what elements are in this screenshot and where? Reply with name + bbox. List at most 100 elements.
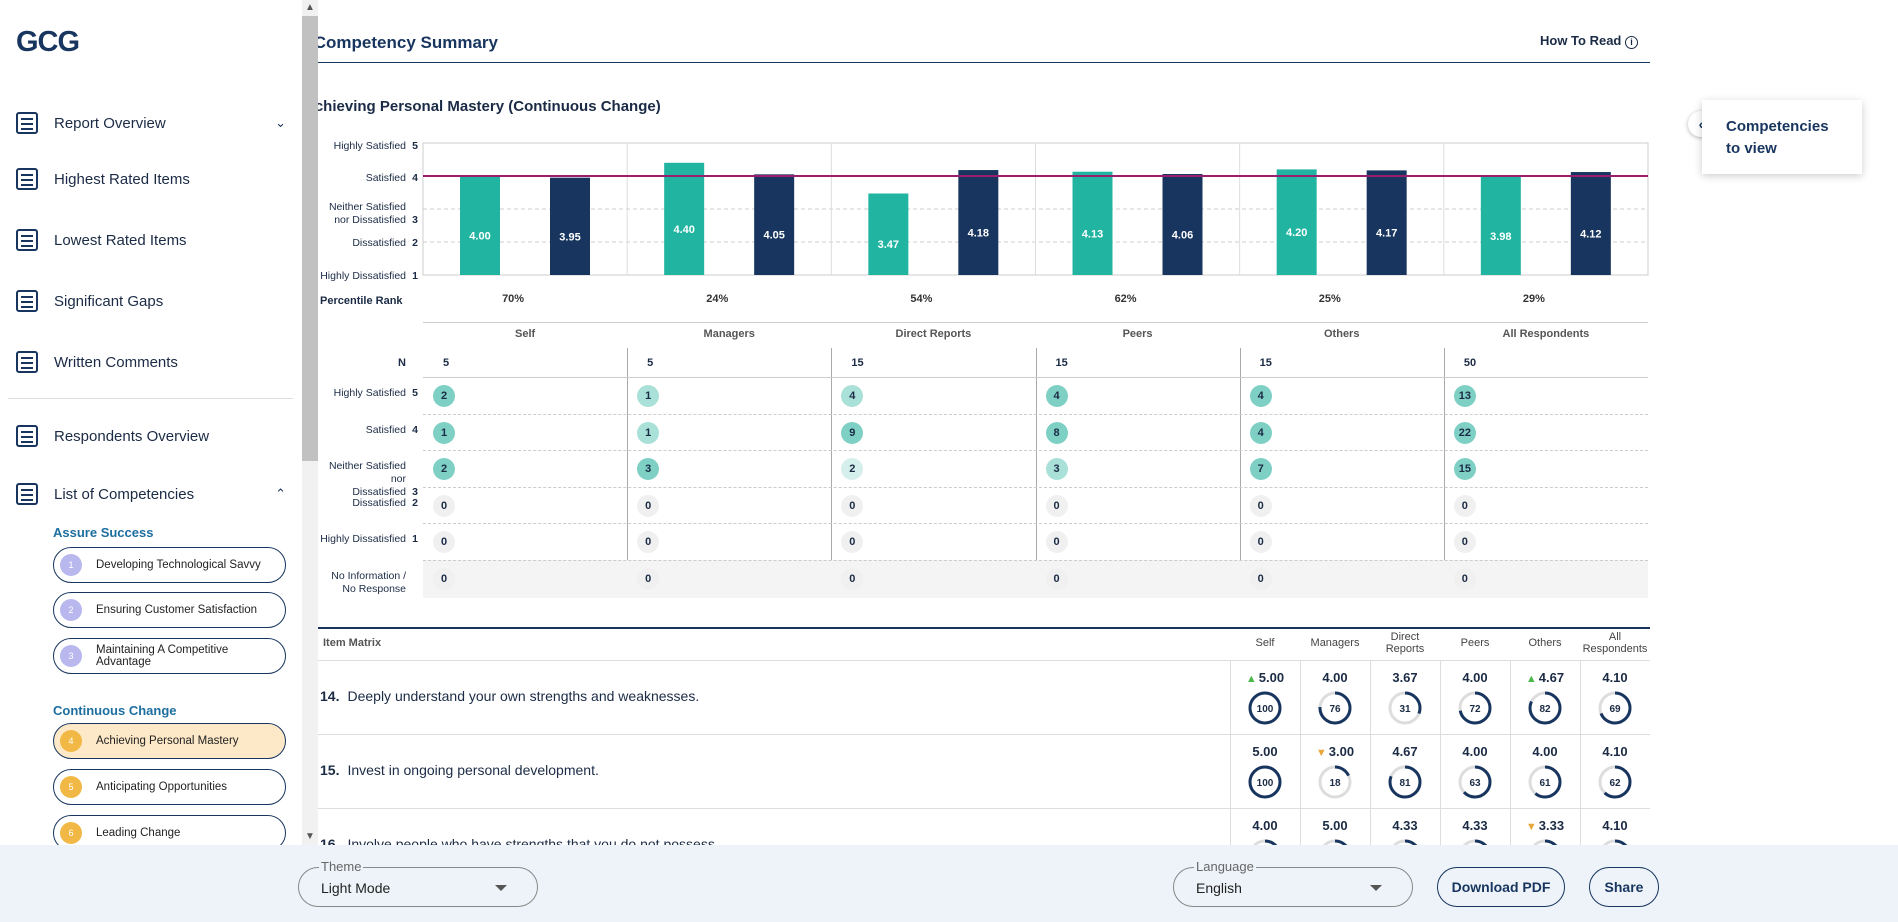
competency-pill[interactable]: 2 Ensuring Customer Satisfaction	[53, 592, 286, 628]
item-text: Invest in ongoing personal development.	[347, 762, 599, 778]
competency-pill[interactable]: 5 Anticipating Opportunities	[53, 769, 286, 805]
column-divider	[1035, 348, 1037, 598]
scroll-down-icon[interactable]: ▼	[305, 831, 315, 842]
comments-icon	[16, 351, 38, 373]
lowest-rated-icon	[16, 229, 38, 251]
response-count-badge: 0	[637, 495, 660, 517]
ring-fill	[1318, 839, 1352, 845]
item-score-value: 4.67	[1538, 670, 1565, 685]
competency-label: Leading Change	[96, 827, 181, 839]
item-score: 5.00	[1235, 744, 1295, 759]
dropdown-arrow-icon	[1370, 885, 1382, 891]
competency-label: Anticipating Opportunities	[96, 781, 228, 793]
bar-others-norm	[1366, 170, 1407, 275]
percentile-value: 24%	[706, 293, 728, 305]
response-count-badge: 9	[841, 422, 864, 444]
column-header: All Respondents	[1502, 328, 1590, 340]
competency-group-title: Assure Success	[53, 525, 154, 540]
matrix-divider	[318, 627, 1650, 629]
competency-label: Maintaining A Competitive Advantage	[96, 644, 229, 668]
response-count-badge: 0	[841, 568, 864, 590]
response-count-badge: 7	[1249, 458, 1272, 480]
dist-row-value: 1	[412, 533, 418, 545]
chevron-up-icon[interactable]: ⌃	[275, 486, 286, 501]
item-score-value: 4.67	[1392, 744, 1418, 759]
row-divider	[423, 560, 1648, 561]
competency-group-title: Continuous Change	[53, 703, 177, 718]
bar-value-label: 4.00	[469, 231, 490, 243]
column-divider	[1239, 348, 1241, 598]
nav-item-highest-rated[interactable]: Highest Rated Items	[16, 164, 286, 194]
theme-label: Theme	[319, 859, 364, 874]
ring-fill	[1598, 765, 1632, 799]
bar-managers-score	[664, 162, 705, 275]
item-score-value: 5.00	[1322, 818, 1348, 833]
ring-fill	[1598, 691, 1632, 725]
response-count-badge: 0	[433, 495, 455, 517]
item-text: Deeply understand your own strengths and…	[347, 688, 700, 704]
bar-direct-reports-norm	[958, 170, 999, 275]
nav-item-report[interactable]: Report Overview ⌄	[16, 108, 286, 138]
ring-value: 62	[1609, 778, 1621, 789]
nav-label: Report Overview	[54, 114, 166, 132]
n-value: 15	[1259, 357, 1272, 369]
download-pdf-button[interactable]: Download PDF	[1437, 867, 1565, 907]
n-label: N	[398, 357, 406, 369]
bar-peers-norm	[1162, 174, 1203, 275]
competency-pill[interactable]: 4 Achieving Personal Mastery	[53, 723, 286, 759]
scale-value: 4	[412, 172, 418, 184]
list-icon	[16, 483, 38, 505]
percentile-ring	[1458, 839, 1492, 845]
dist-row-value: 5	[412, 387, 418, 399]
ring-fill	[1598, 839, 1632, 845]
competency-number: 2	[60, 599, 82, 621]
gcg-logo[interactable]: GCG	[16, 26, 80, 58]
bar-value-label: 3.98	[1490, 231, 1511, 243]
ring-fill	[1248, 691, 1282, 725]
ring-value: 31	[1399, 704, 1411, 715]
item-score-value: 4.10	[1602, 818, 1628, 833]
triangle-down-icon: ▼	[1315, 747, 1327, 759]
theme-select[interactable]: Theme Light Mode	[298, 859, 538, 907]
response-count-badge: 4	[1249, 385, 1272, 407]
response-count-badge: 0	[1249, 568, 1272, 590]
bar-peers-score	[1072, 171, 1113, 275]
item-score: 3.67	[1375, 670, 1435, 685]
competencies-to-view-panel[interactable]: Competencies to view	[1702, 100, 1862, 174]
competency-pill[interactable]: 1 Developing Technological Savvy	[53, 547, 286, 583]
response-count-badge: 0	[1453, 531, 1476, 553]
item-score-value: 5.00	[1258, 670, 1285, 685]
item-score: ▼ 3.00	[1305, 744, 1365, 759]
percentile-ring: 82	[1528, 691, 1562, 725]
sidebar-scrollbar-thumb[interactable]	[302, 16, 318, 461]
bar-value-label: 4.18	[968, 228, 989, 240]
nav-item-comments[interactable]: Written Comments	[16, 347, 286, 377]
percentile-ring: 81	[1388, 765, 1422, 799]
scroll-up-icon[interactable]: ▲	[305, 2, 315, 13]
row-divider	[423, 377, 1648, 378]
nav-item-list[interactable]: List of Competencies ⌃	[16, 479, 286, 509]
language-select[interactable]: Language English	[1173, 859, 1413, 907]
dropdown-arrow-icon	[495, 885, 507, 891]
ring-value: 61	[1539, 778, 1551, 789]
item-number: 14.	[320, 688, 340, 704]
nav-item-respondents[interactable]: Respondents Overview	[16, 421, 286, 451]
matrix-column-divider	[1300, 660, 1301, 845]
nav-item-gaps[interactable]: Significant Gaps	[16, 286, 286, 316]
dist-row-label-text: Dissatisfied	[352, 497, 406, 509]
item-score-value: 4.00	[1462, 670, 1488, 685]
respondents-icon	[16, 425, 38, 447]
ring-fill	[1388, 839, 1422, 845]
dist-row-label: Satisfied 4	[366, 424, 418, 437]
share-button[interactable]: Share	[1589, 867, 1659, 907]
dist-row-label: Highly Satisfied 5	[334, 387, 418, 400]
n-value: 5	[443, 357, 450, 369]
highest-rated-icon	[16, 168, 38, 190]
chevron-down-icon[interactable]: ⌄	[275, 115, 286, 130]
dist-row-value: 3	[412, 486, 418, 498]
competency-label: Achieving Personal Mastery	[96, 735, 239, 747]
column-header: Self	[514, 328, 536, 340]
nav-item-lowest-rated[interactable]: Lowest Rated Items	[16, 225, 286, 255]
how-to-read-link[interactable]: How To Read i	[1540, 33, 1638, 49]
competency-pill[interactable]: 3 Maintaining A Competitive Advantage	[53, 638, 286, 674]
